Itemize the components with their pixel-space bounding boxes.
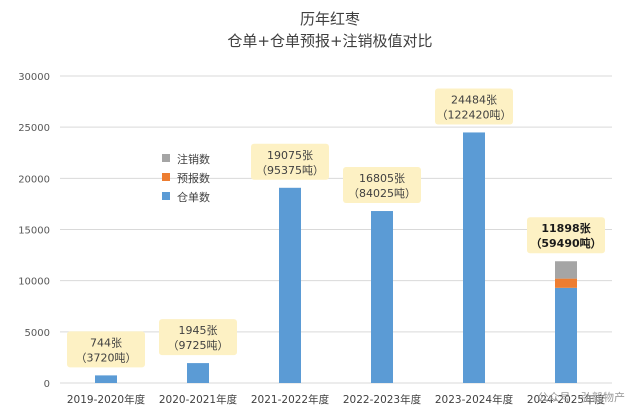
data-label-tonnes: （9725吨）	[168, 339, 229, 352]
data-label: 16805张 （84025吨）	[343, 167, 421, 204]
data-label-tonnes: （122420吨）	[437, 108, 512, 121]
annotations: 744张 （3720吨） 1945张 （9725吨） 19075张 （95375吨） 168…	[67, 88, 605, 368]
y-tick-label: 15000	[18, 226, 50, 237]
legend-label: 仓单数	[177, 190, 210, 204]
chart-subtitle: 仓单+仓单预报+注销极值对比	[227, 32, 432, 50]
data-label-count: 24484张	[451, 93, 497, 106]
data-label-count: 16805张	[359, 172, 405, 185]
x-tick-label: 2021-2022年度	[251, 393, 330, 406]
data-label: 1945张 （9725吨）	[159, 319, 237, 356]
data-label-tonnes: （59490吨）	[530, 236, 601, 250]
y-tick-label: 30000	[18, 72, 50, 83]
x-axis: 2019-2020年度 2020-2021年度 2021-2022年度 2022-20…	[67, 393, 606, 406]
y-tick-label: 10000	[18, 277, 50, 288]
bar-segment	[95, 375, 117, 383]
x-tick-label: 2024-2025年度	[527, 393, 606, 406]
data-label-tonnes: （84025吨）	[348, 187, 416, 200]
gridlines	[60, 75, 612, 384]
data-label-box	[251, 143, 329, 180]
data-label: 24484张 （122420吨）	[435, 88, 513, 125]
data-label: 19075张 （95375吨）	[251, 143, 329, 180]
bar-segment	[279, 187, 301, 383]
legend-swatch	[162, 154, 170, 162]
y-tick-label: 0	[44, 379, 50, 390]
legend-label: 预报数	[177, 171, 210, 185]
x-tick-label: 2022-2023年度	[343, 393, 422, 406]
data-label-box	[435, 88, 513, 125]
bar-segment	[555, 261, 577, 279]
x-tick-label: 2020-2021年度	[159, 393, 238, 406]
y-tick-label: 20000	[18, 174, 50, 185]
chart-title: 历年红枣	[300, 10, 360, 28]
data-label-count: 1945张	[179, 324, 218, 337]
data-label: 744张 （3720吨）	[67, 331, 145, 368]
legend-swatch	[162, 173, 170, 181]
x-tick-label: 2023-2024年度	[435, 393, 514, 406]
bar-segment	[555, 278, 577, 288]
y-axis: 0 5000 10000 15000 20000 25000 30000	[18, 72, 50, 390]
bar-segment	[187, 363, 209, 383]
data-label-count: 11898张	[541, 221, 591, 235]
data-label-tonnes: （3720吨）	[76, 351, 137, 364]
bar-segment	[463, 132, 485, 383]
data-label-box	[159, 319, 237, 356]
x-tick-label: 2019-2020年度	[67, 393, 146, 406]
legend-label: 注销数	[177, 152, 210, 166]
y-tick-label: 5000	[25, 328, 50, 339]
bar-segment	[555, 287, 577, 383]
bars	[95, 132, 577, 383]
legend-swatch	[162, 192, 170, 200]
y-tick-label: 25000	[18, 123, 50, 134]
data-label-box	[527, 217, 605, 254]
data-label-count: 19075张	[267, 149, 313, 162]
data-label-box	[67, 331, 145, 368]
bar-segment	[371, 211, 393, 383]
data-label-tonnes: （95375吨）	[256, 164, 324, 177]
watermark: 公众号 · 弘毅物产	[538, 390, 626, 404]
data-label-box	[343, 167, 421, 204]
data-label-count: 744张	[90, 336, 122, 349]
data-label: 11898张（59490吨）	[527, 217, 605, 254]
